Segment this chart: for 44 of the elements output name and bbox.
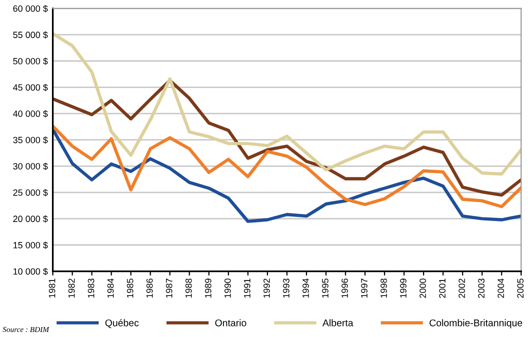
y-tick-label: 50 000 $ (13, 58, 48, 65)
legend-label: Québec (105, 319, 139, 328)
y-tick-label: 45 000 $ (13, 84, 48, 92)
x-tick-label: 2003 (478, 278, 485, 298)
x-tick-label: 1999 (400, 278, 406, 298)
x-tick-label: 1986 (146, 278, 153, 298)
x-tick-label: 1990 (224, 278, 231, 298)
y-tick-label: 20 000 $ (13, 215, 48, 223)
y-tick-label: 60 000 $ (13, 5, 48, 12)
y-tick-label: 10 000 $ (13, 268, 48, 276)
x-tick-label: 2001 (439, 278, 446, 298)
x-tick-label: 1988 (185, 278, 192, 298)
x-tick-label: 1995 (322, 278, 328, 298)
x-tick-label: 2004 (498, 278, 504, 298)
x-tick-label: 1981 (48, 278, 56, 298)
x-tick-label: 1989 (204, 278, 212, 298)
x-tick-label: 1996 (342, 278, 348, 298)
x-tick-label: 1994 (302, 278, 309, 298)
x-tick-label: 1992 (263, 278, 270, 298)
y-tick-label: 40 000 $ (13, 110, 48, 118)
line-series (52, 32, 522, 176)
x-tick-label: 1991 (244, 278, 250, 298)
x-tick-label: 1987 (166, 278, 172, 298)
x-tick-label: 1982 (68, 278, 75, 298)
y-tick-label: 55 000 $ (13, 31, 48, 39)
legend-label: Alberta (322, 319, 354, 326)
x-tick-label: 1997 (361, 278, 368, 298)
x-tick-label: 1985 (126, 278, 134, 298)
line-series (52, 128, 522, 223)
x-tick-label: 1984 (107, 278, 114, 298)
legend-label: Colombie-Britannique (430, 319, 522, 328)
x-tick-label: 2005 (517, 278, 524, 298)
y-tick-label: 25 000 $ (13, 189, 48, 196)
x-tick-label: 2000 (420, 278, 426, 298)
x-tick-label: 2002 (458, 278, 466, 298)
x-tick-label: 1998 (380, 278, 387, 298)
line-series (52, 124, 522, 208)
x-tick-label: 1983 (88, 278, 94, 298)
x-tick-label: 1993 (283, 278, 290, 298)
legend-label: Ontario (215, 319, 246, 326)
y-tick-label: 15 000 $ (13, 242, 48, 249)
y-tick-label: 35 000 $ (13, 136, 48, 144)
y-tick-label: 30 000 $ (13, 162, 48, 170)
line-series (52, 78, 522, 197)
